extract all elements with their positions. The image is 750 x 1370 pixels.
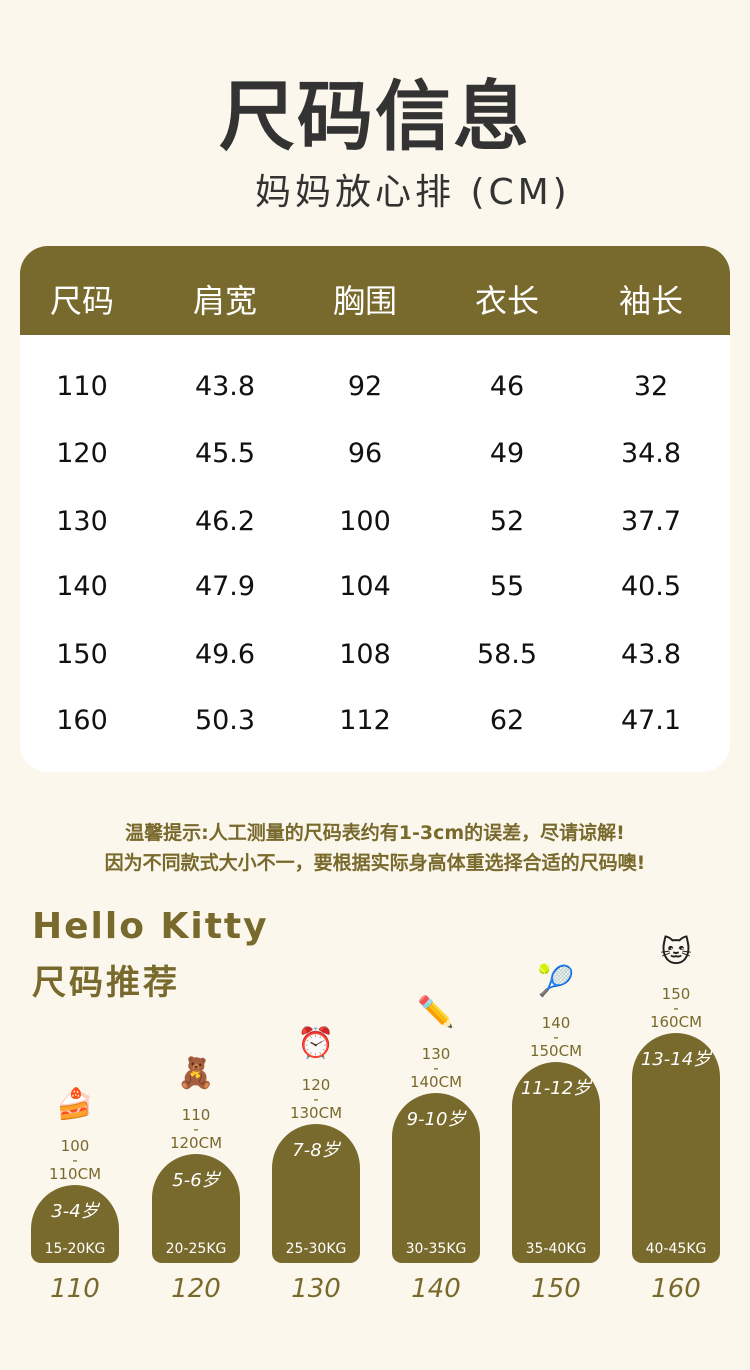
brand-title: Hello Kitty [32, 906, 269, 947]
table-cell: 112 [339, 705, 391, 736]
table-cell: 160 [56, 705, 108, 736]
teddy-bear-icon: 🧸 [177, 1056, 215, 1091]
table-cell: 52 [489, 506, 525, 537]
size-bar: 7-8岁 25-30KG [272, 1124, 360, 1263]
table-cell: 108 [339, 639, 391, 670]
table-cell: 110 [56, 371, 108, 402]
height-dash: - [553, 1028, 559, 1046]
weight-label: 40-45KG [645, 1241, 707, 1257]
size-label: 110 [50, 1274, 100, 1304]
tennis-racket-icon: 🎾 [537, 964, 575, 999]
table-cell: 40.5 [620, 571, 682, 602]
column-header: 胸围 [332, 282, 397, 320]
weight-label: 30-35KG [405, 1241, 467, 1257]
height-to: 110CM [48, 1165, 102, 1183]
table-cell: 47.1 [620, 705, 682, 736]
table-cell: 49.6 [194, 639, 256, 670]
tip-line-2: 因为不同款式大小不一，要根据实际身高体重选择合适的尺码噢! [104, 852, 646, 874]
table-cell: 62 [489, 705, 525, 736]
height-from: 110 [181, 1106, 211, 1124]
table-cell: 49 [489, 438, 525, 469]
height-from: 150 [661, 985, 691, 1003]
size-bar: 13-14岁 40-45KG [632, 1033, 720, 1263]
height-dash: - [193, 1120, 199, 1138]
height-dash: - [673, 999, 679, 1017]
table-cell: 43.8 [620, 639, 682, 670]
table-cell: 58.5 [476, 639, 538, 670]
size-label: 150 [531, 1274, 581, 1304]
weight-label: 15-20KG [44, 1241, 106, 1257]
table-cell: 50.3 [194, 705, 256, 736]
page-subtitle: 妈妈放心排 (CM) [255, 172, 571, 213]
height-range: 100-110CM [25, 1137, 125, 1183]
table-cell: 55 [489, 571, 525, 602]
weight-label: 35-40KG [525, 1241, 587, 1257]
table-cell: 34.8 [620, 438, 682, 469]
table-header: 尺码 肩宽 胸围 衣长 袖长 [20, 246, 730, 335]
height-dash: - [433, 1059, 439, 1077]
height-to: 160CM [649, 1013, 703, 1031]
height-from: 120 [301, 1076, 331, 1094]
age-label: 13-14岁 [640, 1049, 712, 1070]
pencils-icon: ✏️ [417, 995, 455, 1030]
table-cell: 104 [339, 571, 391, 602]
age-label: 3-4岁 [51, 1201, 99, 1222]
tip-line-1: 温馨提示:人工测量的尺码表约有1-3cm的误差，尽请谅解! [125, 822, 625, 844]
size-label: 160 [651, 1274, 701, 1304]
column-header: 袖长 [618, 282, 683, 320]
size-label: 140 [411, 1274, 461, 1304]
age-label: 9-10岁 [406, 1109, 466, 1130]
height-range: 130-140CM [386, 1045, 486, 1091]
table-cell: 92 [347, 371, 383, 402]
page-title: 尺码信息 [219, 72, 531, 161]
table-cell: 130 [56, 506, 108, 537]
size-label: 130 [291, 1274, 341, 1304]
table-cell: 140 [56, 571, 108, 602]
size-table: 尺码 肩宽 胸围 衣长 袖长 110 43.8 92 46 32 120 45.5 96 49 34.8 1… [20, 246, 730, 772]
height-from: 100 [60, 1137, 90, 1155]
height-range: 140-150CM [506, 1014, 606, 1060]
height-dash: - [72, 1151, 78, 1169]
height-from: 140 [541, 1014, 571, 1032]
age-label: 11-12岁 [520, 1078, 592, 1099]
size-bar: 5-6岁 20-25KG [152, 1154, 240, 1263]
table-cell: 150 [56, 639, 108, 670]
recommend-heading: 尺码推荐 [32, 963, 180, 1003]
table-cell: 46.2 [194, 506, 256, 537]
size-bar: 9-10岁 30-35KG [392, 1093, 480, 1263]
table-cell: 43.8 [194, 371, 256, 402]
weight-label: 25-30KG [285, 1241, 347, 1257]
table-cell: 32 [633, 371, 669, 402]
age-label: 7-8岁 [292, 1140, 340, 1161]
table-cell: 96 [347, 438, 383, 469]
alarm-clock-icon: ⏰ [297, 1026, 335, 1061]
age-label: 5-6岁 [172, 1170, 220, 1191]
table-cell: 100 [339, 506, 391, 537]
height-to: 130CM [289, 1104, 343, 1122]
column-header: 肩宽 [192, 282, 257, 320]
column-header: 尺码 [49, 282, 114, 320]
height-from: 130 [421, 1045, 451, 1063]
height-range: 110-120CM [146, 1106, 246, 1152]
table-cell: 45.5 [194, 438, 256, 469]
height-to: 120CM [169, 1134, 223, 1152]
table-cell: 120 [56, 438, 108, 469]
height-to: 150CM [529, 1042, 583, 1060]
height-range: 150-160CM [626, 985, 726, 1031]
height-range: 120-130CM [266, 1076, 366, 1122]
table-cell: 37.7 [620, 506, 682, 537]
weight-label: 20-25KG [165, 1241, 227, 1257]
hello-kitty-icon: 🐱 [660, 935, 692, 970]
size-bar: 11-12岁 35-40KG [512, 1062, 600, 1263]
table-cell: 46 [489, 371, 525, 402]
size-label: 120 [171, 1274, 221, 1304]
table-cell: 47.9 [194, 571, 256, 602]
cake-icon: 🍰 [56, 1087, 94, 1122]
column-header: 衣长 [474, 282, 539, 320]
height-dash: - [313, 1090, 319, 1108]
height-to: 140CM [409, 1073, 463, 1091]
size-bar: 3-4岁 15-20KG [31, 1185, 119, 1263]
